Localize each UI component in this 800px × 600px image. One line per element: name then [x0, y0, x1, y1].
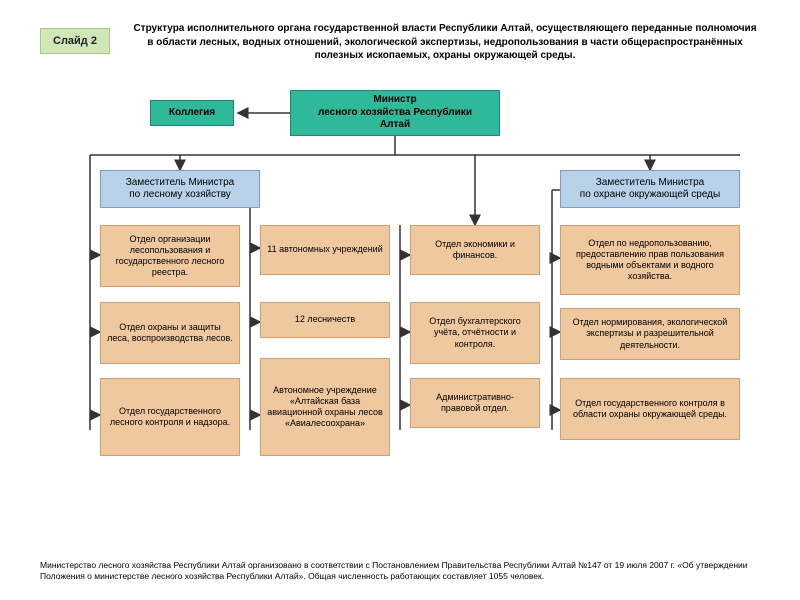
- dept-col3-3: Административно-правовой отдел.: [410, 378, 540, 428]
- deputy-right: Заместитель Министрапо охране окружающей…: [560, 170, 740, 208]
- dept-col2-2: 12 лесничеств: [260, 302, 390, 338]
- dept-col4-3: Отдел государственного контроля в област…: [560, 378, 740, 440]
- deputy-left: Заместитель Министрапо лесному хозяйству: [100, 170, 260, 208]
- minister-box: Министрлесного хозяйства РеспубликиАлтай: [290, 90, 500, 136]
- dept-col1-2: Отдел охраны и защиты леса, воспроизводс…: [100, 302, 240, 364]
- dept-col1-1: Отдел организации лесопользования и госу…: [100, 225, 240, 287]
- slide-badge: Слайд 2: [40, 28, 110, 54]
- page-title: Структура исполнительного органа государ…: [130, 22, 760, 63]
- footer-text: Министерство лесного хозяйства Республик…: [40, 560, 760, 582]
- dept-col2-3: Автономное учреждение «Алтайская база ав…: [260, 358, 390, 456]
- dept-col4-2: Отдел нормирования, экологической экспер…: [560, 308, 740, 360]
- dept-col3-1: Отдел экономики и финансов.: [410, 225, 540, 275]
- dept-col1-3: Отдел государственного лесного контроля …: [100, 378, 240, 456]
- dept-col4-1: Отдел по недропользованию, предоставлени…: [560, 225, 740, 295]
- collegium-box: Коллегия: [150, 100, 234, 126]
- dept-col2-1: 11 автономных учреждений: [260, 225, 390, 275]
- dept-col3-2: Отдел бухгалтерского учёта, отчётности и…: [410, 302, 540, 364]
